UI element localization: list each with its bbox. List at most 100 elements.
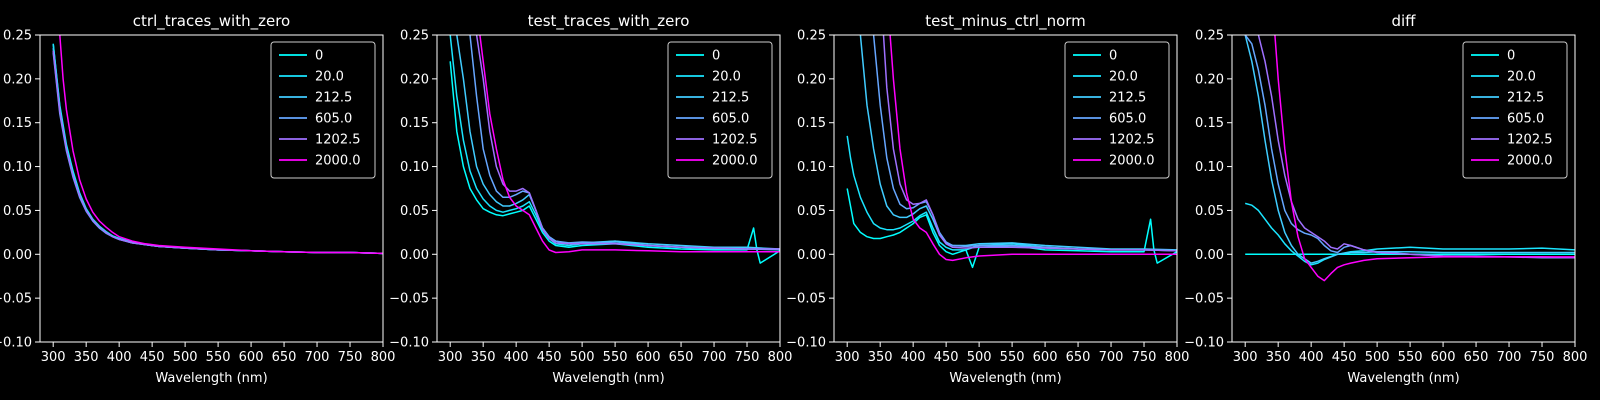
panel-2: 300 350 400 450 500 550 600 650 700 750 800 −0.10 −0… [389, 12, 792, 386]
y-tick-label: 0.00 [797, 248, 826, 263]
series-line-1202.5 [475, 35, 780, 250]
y-tick-label: 0.15 [797, 116, 826, 131]
x-tick-label: 500 [1365, 350, 1390, 365]
series-line-2000.0 [889, 35, 1177, 262]
y-tick-label: 0.15 [3, 116, 32, 131]
x-axis-label: Wavelength (nm) [155, 371, 267, 386]
legend-label: 0 [315, 49, 323, 64]
x-tick-label: 550 [603, 350, 628, 365]
x-tick-label: 650 [1464, 350, 1489, 365]
legend-label: 20.0 [315, 70, 344, 85]
plot-frame [436, 34, 781, 343]
legend-label: 1202.5 [1109, 133, 1155, 148]
legend-label: 605.0 [315, 112, 352, 127]
x-tick-label: 350 [471, 350, 496, 365]
x-tick-label: 650 [669, 350, 694, 365]
panel-title: test_minus_ctrl_norm [925, 12, 1086, 31]
x-tick-label: 650 [1066, 350, 1091, 365]
y-tick-label: 0.25 [1195, 29, 1224, 44]
x-tick-label: 550 [1000, 350, 1025, 365]
series-group [52, 35, 383, 255]
x-tick-label: 550 [206, 350, 231, 365]
y-tick-label: 0.00 [1195, 248, 1224, 263]
legend-label: 2000.0 [1109, 154, 1155, 169]
x-axis-label: Wavelength (nm) [949, 371, 1061, 386]
y-tick-label: −0.10 [389, 336, 429, 351]
y-tick-label: 0.05 [797, 204, 826, 219]
x-tick-label: 800 [371, 350, 396, 365]
panel-3: 300 350 400 450 500 550 600 650 700 750 800 −0.10 −0… [786, 12, 1189, 386]
legend-label: 20.0 [1109, 70, 1138, 85]
legend-label: 605.0 [1507, 112, 1544, 127]
series-group [1244, 35, 1575, 282]
x-tick-label: 300 [1233, 350, 1258, 365]
legend-label: 2000.0 [712, 154, 758, 169]
plot-frame [1231, 34, 1576, 343]
y-tick-label: 0.10 [3, 160, 32, 175]
legend: 0 20.0 212.5 605.0 1202.5 2000.0 [1462, 41, 1568, 179]
x-tick-label: 600 [1033, 350, 1058, 365]
panel-4: 300 350 400 450 500 550 600 650 700 750 800 −0.10 −0… [1184, 12, 1587, 386]
panel-title: diff [1391, 12, 1416, 30]
panel-title: test_traces_with_zero [528, 12, 690, 31]
x-tick-label: 350 [868, 350, 893, 365]
legend-label: 1202.5 [315, 133, 361, 148]
legend-label: 212.5 [315, 91, 352, 106]
x-tick-label: 700 [702, 350, 727, 365]
x-tick-label: 600 [1431, 350, 1456, 365]
x-tick-label: 750 [1530, 350, 1555, 365]
x-tick-label: 500 [570, 350, 595, 365]
legend-label: 0 [1109, 49, 1117, 64]
x-tick-label: 750 [338, 350, 363, 365]
x-tick-label: 400 [901, 350, 926, 365]
y-tick-label: 0.10 [1195, 160, 1224, 175]
series-line-212.5 [1244, 35, 1575, 264]
legend-label: 605.0 [712, 112, 749, 127]
series-line-2000.0 [1274, 35, 1575, 282]
x-tick-label: 500 [173, 350, 198, 365]
x-tick-label: 600 [636, 350, 661, 365]
x-tick-label: 600 [239, 350, 264, 365]
panel-title: ctrl_traces_with_zero [133, 12, 290, 31]
x-tick-label: 300 [438, 350, 463, 365]
x-tick-label: 450 [537, 350, 562, 365]
legend-label: 0 [712, 49, 720, 64]
x-tick-label: 800 [1165, 350, 1190, 365]
x-tick-label: 800 [768, 350, 793, 365]
series-line-2000.0 [59, 35, 383, 255]
series-line-1202.5 [882, 35, 1177, 252]
y-tick-label: −0.10 [786, 336, 826, 351]
y-tick-label: 0.00 [3, 248, 32, 263]
legend-label: 1202.5 [712, 133, 758, 148]
legend-label: 605.0 [1109, 112, 1146, 127]
legend: 0 20.0 212.5 605.0 1202.5 2000.0 [1064, 41, 1170, 179]
x-tick-label: 400 [1299, 350, 1324, 365]
y-tick-label: −0.05 [786, 292, 826, 307]
legend-label: 2000.0 [1507, 154, 1553, 169]
legend-label: 0 [1507, 49, 1515, 64]
legend: 0 20.0 212.5 605.0 1202.5 2000.0 [667, 41, 773, 179]
x-tick-label: 700 [1099, 350, 1124, 365]
x-tick-label: 400 [107, 350, 132, 365]
plot-frame [833, 34, 1178, 343]
y-tick-label: 0.05 [400, 204, 429, 219]
x-tick-label: 450 [934, 350, 959, 365]
x-tick-label: 700 [1497, 350, 1522, 365]
y-tick-label: −0.05 [1184, 292, 1224, 307]
x-tick-label: 700 [305, 350, 330, 365]
x-tick-label: 300 [41, 350, 66, 365]
y-tick-label: −0.10 [0, 336, 32, 351]
legend-label: 212.5 [1109, 91, 1146, 106]
y-tick-label: 0.25 [797, 29, 826, 44]
y-tick-label: 0.15 [1195, 116, 1224, 131]
x-tick-label: 350 [74, 350, 99, 365]
y-tick-label: −0.05 [0, 292, 32, 307]
series-group [449, 35, 780, 264]
y-tick-label: 0.15 [400, 116, 429, 131]
y-tick-label: −0.05 [389, 292, 429, 307]
x-tick-label: 750 [1132, 350, 1157, 365]
y-tick-label: 0.20 [400, 72, 429, 87]
x-tick-label: 400 [504, 350, 529, 365]
legend-label: 20.0 [712, 70, 741, 85]
